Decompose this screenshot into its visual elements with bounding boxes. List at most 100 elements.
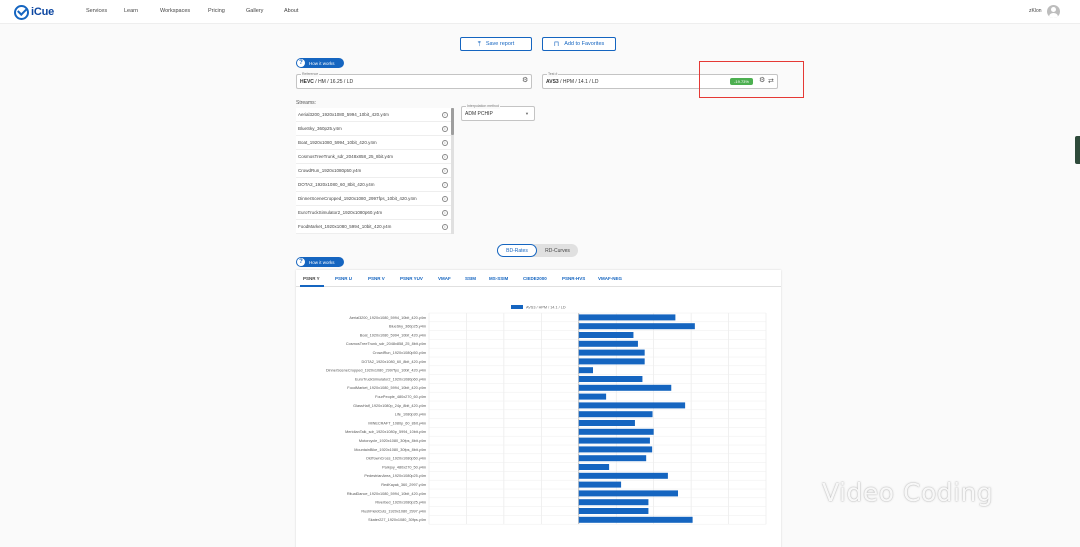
nav-gallery[interactable]: Gallery (246, 8, 264, 14)
category-label: BlueSky_360p25.y4m (389, 325, 426, 329)
stream-name: BlueSky_360p25.y4m (298, 126, 342, 131)
toggle-bd-rates[interactable]: BD-Rates (497, 244, 537, 257)
list-item[interactable]: DinnerSceneCropped_1920x1080_2997fps_10b… (296, 192, 454, 206)
info-icon[interactable]: i (442, 139, 448, 146)
list-item[interactable]: DOTA2_1920x1080_60_8bit_420.y4m i (296, 178, 454, 192)
list-item[interactable]: Aerial3200_1920x1080_5994_10bit_420.y4m i (296, 108, 454, 122)
bar (578, 393, 607, 400)
info-icon[interactable]: i (442, 181, 448, 188)
brand-name: iCue (31, 6, 55, 18)
nav-pricing[interactable]: Pricing (208, 8, 225, 14)
upload-icon: ⤒ (477, 40, 481, 48)
list-item[interactable]: Boat_1920x1080_5994_10bit_420.y4m i (296, 136, 454, 150)
add-to-favorites-button[interactable]: ⊓ Add to Favorites (542, 37, 616, 51)
streams-scrollbar[interactable] (451, 108, 454, 234)
tab-psnr-u[interactable]: PSNR U (335, 276, 353, 281)
category-label: Boat_1920x1080_5994_10bit_420.y4m (360, 333, 426, 337)
bar (578, 323, 695, 330)
stream-name: EuroTruckSimulator2_1920x1080p60.y4m (298, 210, 383, 215)
category-label: OldTownCross_1920x1080p50.y4m (366, 457, 426, 461)
bar (578, 446, 653, 453)
bar (578, 411, 653, 418)
save-report-button[interactable]: ⤒ Save report (460, 37, 532, 51)
bar (578, 349, 645, 356)
nav-workspaces[interactable]: Workspaces (160, 8, 191, 14)
info-icon[interactable]: i (442, 223, 448, 230)
stream-name: Boat_1920x1080_5994_10bit_420.y4m (298, 140, 377, 145)
info-icon[interactable]: i (442, 125, 448, 132)
stream-name: DOTA2_1920x1080_60_8bit_420.y4m (298, 182, 375, 187)
info-icon[interactable]: i (442, 111, 448, 118)
category-label: MINECRAFT_1080p_60_8bit.y4m (368, 421, 426, 425)
how-it-works-label: How it works (309, 60, 335, 66)
category-label: Life_1080p30.y4m (395, 413, 426, 417)
category-label: EuroTruckSimulator2_1920x1080p60.y4m (355, 377, 426, 381)
tune-icon[interactable]: ⇄ (768, 78, 774, 85)
list-item[interactable]: EuroTruckSimulator2_1920x1080p60.y4m i (296, 206, 454, 220)
tab-ciede2000[interactable]: CIEDE2000 (523, 276, 547, 281)
tab-psnr-hvs[interactable]: PSNR-HVS (562, 276, 586, 281)
category-label: CosmosTreeTrunk_sdr_2048x858_25_8bit.y4m (346, 342, 426, 346)
tab-psnr-yuv[interactable]: PSNR YUV (400, 276, 423, 281)
info-icon[interactable]: i (442, 209, 448, 216)
tab-vmaf[interactable]: VMAF (438, 276, 451, 281)
help-icon: ? (297, 258, 305, 266)
category-label: Aerial3200_1920x1080_5994_10bit_420.y4m (349, 316, 426, 320)
avatar[interactable] (1047, 5, 1060, 18)
info-icon[interactable]: i (442, 195, 448, 202)
category-label: FoodMarket_1920x1080_5994_10bit_420.y4m (347, 386, 426, 390)
tab-psnr-y[interactable]: PSNR Y (303, 276, 320, 281)
bd-rate-badge: -19.73% (730, 78, 753, 85)
list-item[interactable]: CrowdRun_1920x1080p50.y4m i (296, 164, 454, 178)
bar (578, 481, 622, 488)
test-codec-value: AVS3 / HPM / 14.1 / LD (546, 79, 598, 85)
reference-codec-field[interactable]: Reference HEVC / HM / 16.25 / LD ⚙ (296, 72, 532, 89)
stream-name: DinnerSceneCropped_1920x1080_2997fps_10b… (298, 196, 417, 201)
bar (578, 499, 649, 506)
bar (578, 428, 654, 435)
view-toggle[interactable]: BD-Rates RD-Curves (497, 244, 578, 257)
category-label: GlassHalf_1920x1080p_24p_8bit_420.y4m (353, 404, 426, 408)
bookmark-icon: ⊓ (553, 40, 560, 48)
category-label: RitualDance_1920x1080_5994_10bit_420.y4m (347, 492, 426, 496)
tab-vmaf-neg[interactable]: VMAF-NEG (598, 276, 622, 281)
side-feedback-tab[interactable] (1075, 136, 1080, 164)
reference-codec-name: HEVC (300, 79, 314, 85)
how-it-works-button[interactable]: ? How it works (296, 257, 344, 267)
category-label: Parkjoy_480x270_50.y4m (382, 465, 426, 469)
streams-list[interactable]: Aerial3200_1920x1080_5994_10bit_420.y4m i… (296, 108, 454, 234)
list-item[interactable]: FoodMarket_1920x1080_5994_10bit_420.y4m i (296, 220, 454, 234)
bar (578, 376, 643, 382)
list-item[interactable]: CosmosTreeTrunk_sdr_2048x858_25_8bit.y4m… (296, 150, 454, 164)
interpolation-method-select[interactable]: Interpolation method ADM PCHIP ▼ (461, 104, 535, 121)
stream-name: CosmosTreeTrunk_sdr_2048x858_25_8bit.y4m (298, 154, 393, 159)
tab-psnr-v[interactable]: PSNR V (368, 276, 385, 281)
tab-ssim[interactable]: SSIM (465, 276, 477, 281)
category-label: DOTA2_1920x1080_60_8bit_420.y4m (361, 360, 426, 364)
bar (578, 455, 647, 462)
gear-icon[interactable]: ⚙ (522, 77, 529, 84)
category-label: Skater227_1920x1080_30fps.y4m (368, 518, 426, 522)
bar (578, 420, 635, 426)
test-codec-field[interactable]: Test # AVS3 / HPM / 14.1 / LD ⚙ (542, 72, 778, 89)
nav-about[interactable]: About (284, 8, 299, 14)
stream-name: Aerial3200_1920x1080_5994_10bit_420.y4m (298, 112, 389, 117)
icue-logo[interactable]: iCue (14, 4, 54, 20)
bar (578, 402, 686, 409)
gear-icon[interactable]: ⚙ (759, 77, 766, 84)
info-icon[interactable]: i (442, 153, 448, 160)
nav-learn[interactable]: Learn (124, 8, 139, 14)
toggle-rd-curves[interactable]: RD-Curves (545, 247, 570, 254)
bar (578, 516, 693, 523)
metric-tabs: PSNR Y PSNR U PSNR V PSNR YUV VMAF SSIM … (296, 270, 781, 287)
nav-services[interactable]: Services (86, 8, 108, 14)
bar (578, 472, 668, 479)
how-it-works-button[interactable]: ? How it works (296, 58, 344, 68)
tab-ms-ssim[interactable]: MS-SSIM (489, 276, 509, 281)
user-name[interactable]: zKlon (1029, 8, 1042, 14)
list-item[interactable]: BlueSky_360p25.y4m i (296, 122, 454, 136)
info-icon[interactable]: i (442, 167, 448, 174)
category-label: RushFieldCuts_1920x1080_2997.y4m (361, 509, 426, 513)
category-label: FourPeople_480x270_60.y4m (375, 395, 426, 399)
bar (578, 490, 679, 497)
